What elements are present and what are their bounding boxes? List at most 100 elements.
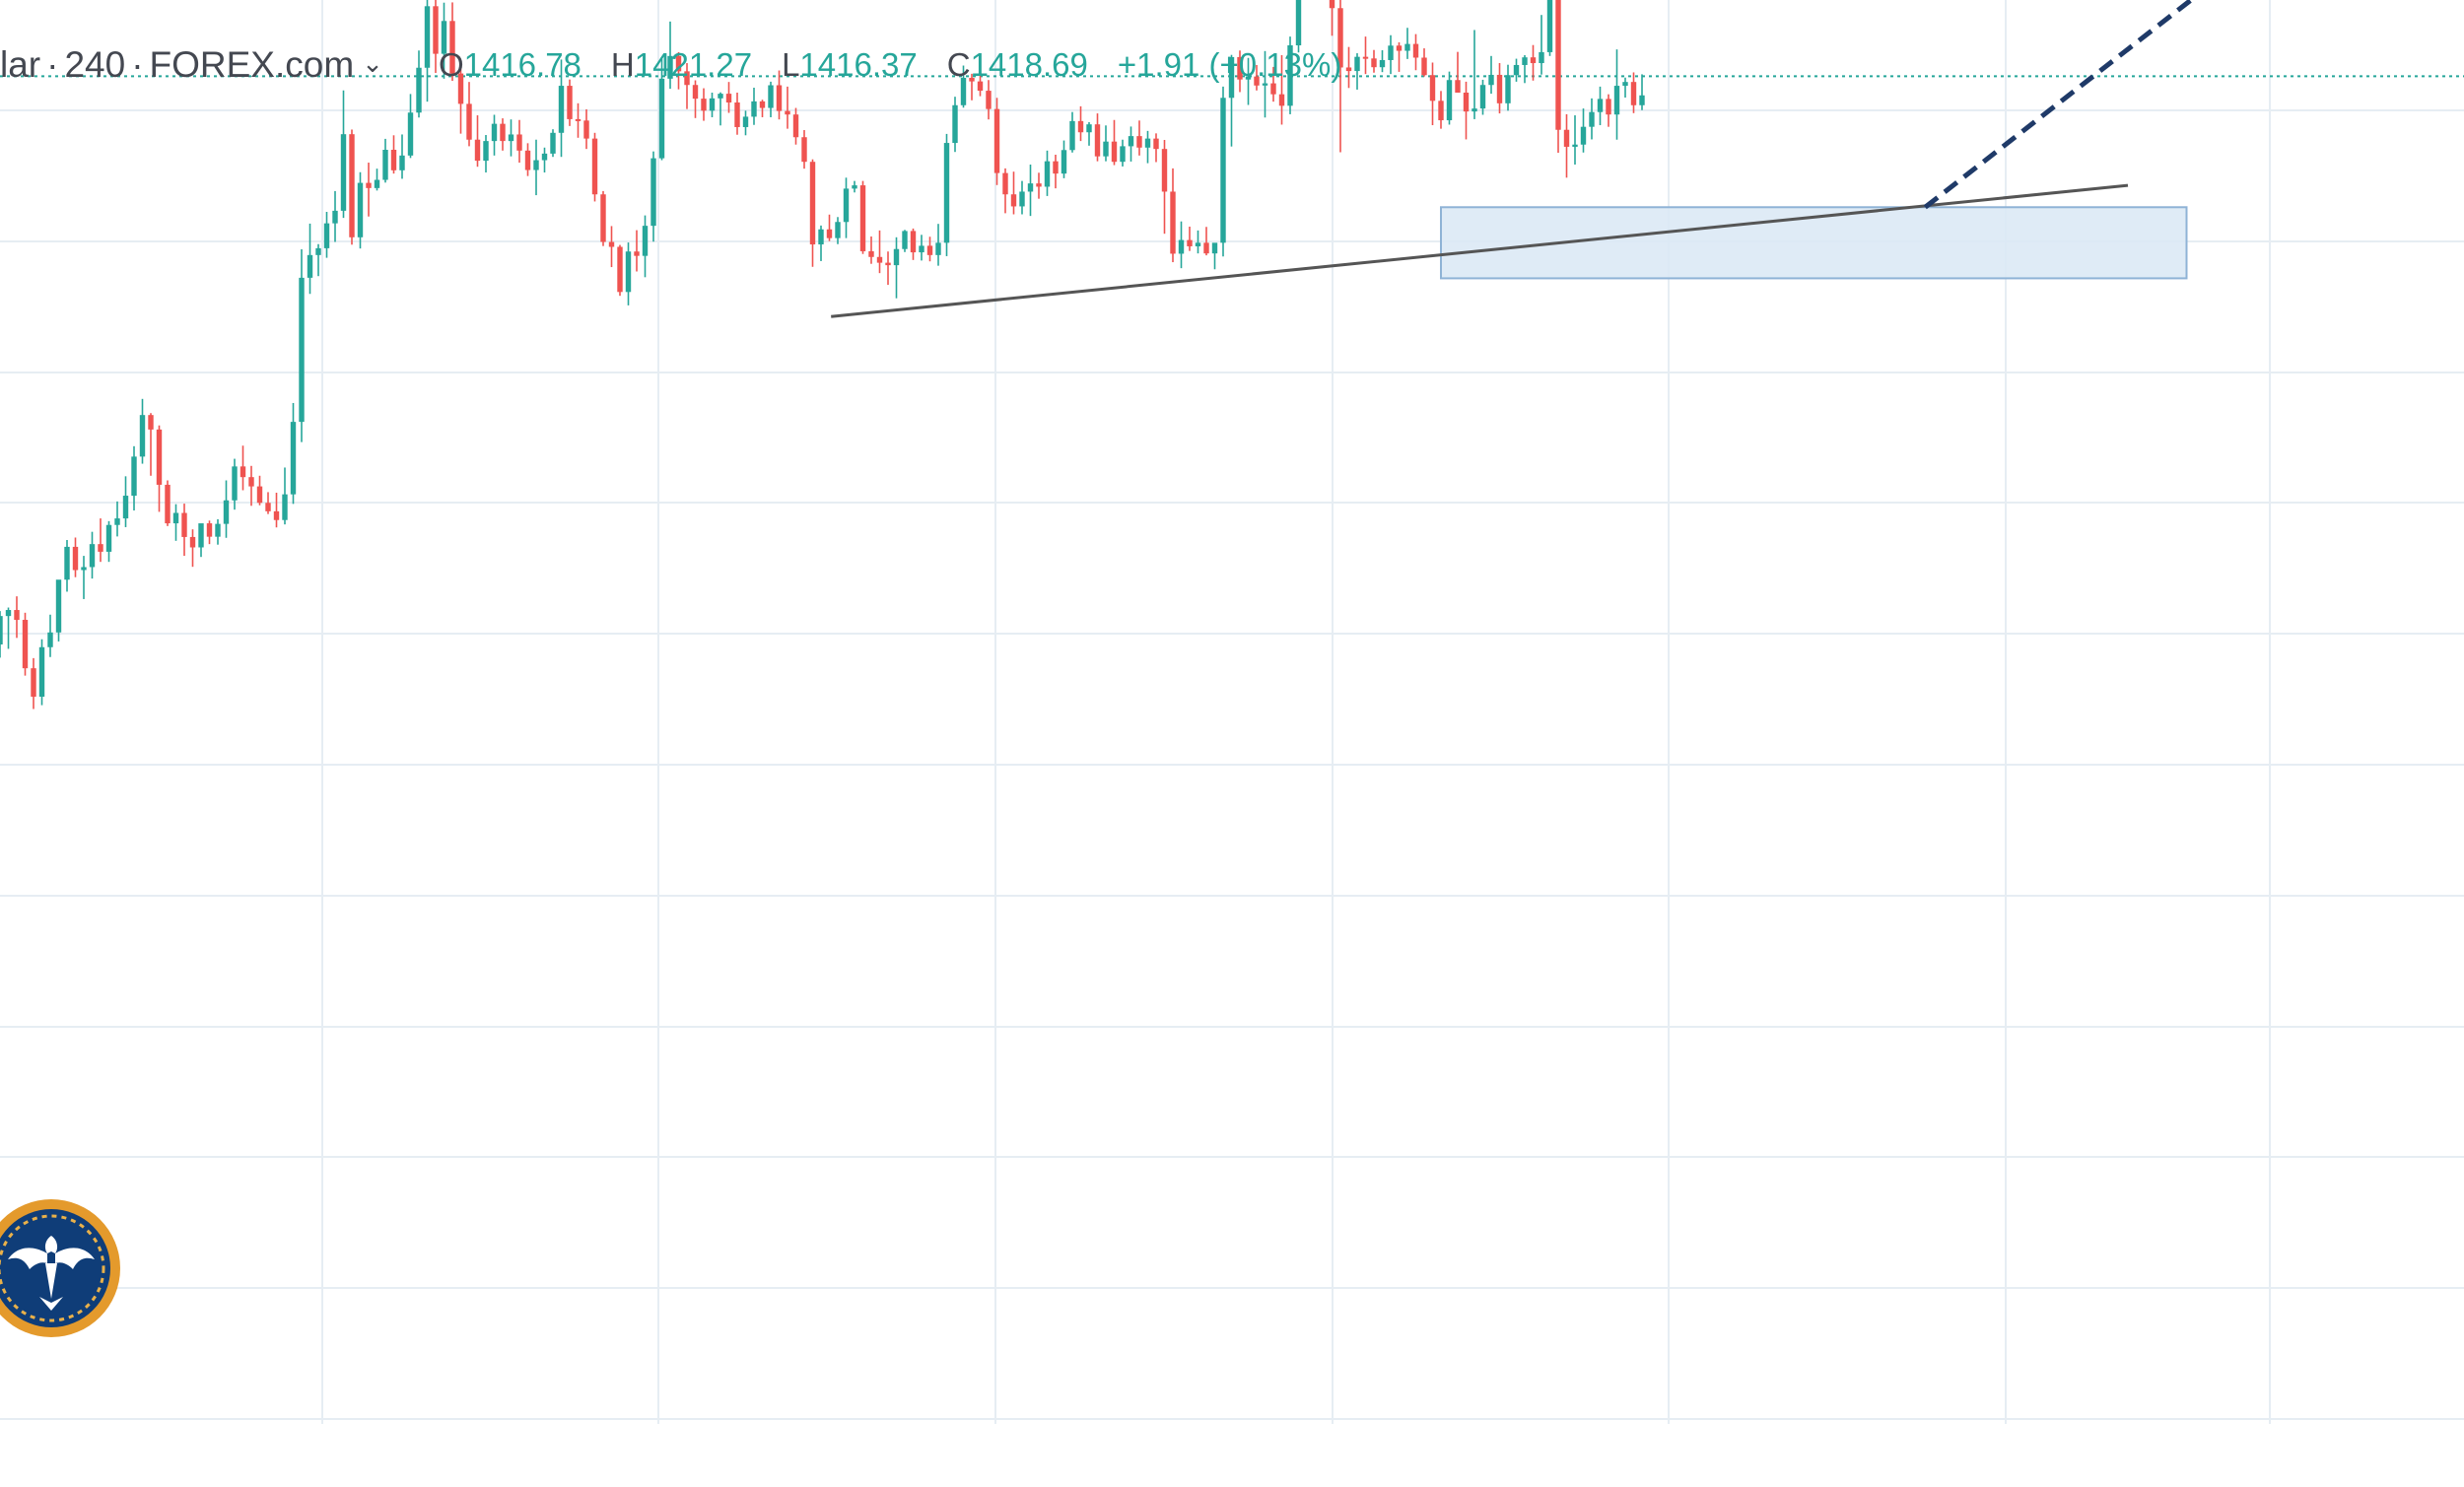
candle bbox=[148, 413, 154, 476]
candle-body bbox=[357, 182, 364, 237]
drawings[interactable] bbox=[831, 0, 2262, 318]
candle-body bbox=[1404, 43, 1410, 51]
candle-body bbox=[307, 254, 313, 278]
candle-body bbox=[1019, 191, 1025, 207]
candle bbox=[952, 97, 958, 153]
candle-body bbox=[1144, 138, 1151, 148]
interval-label[interactable]: 240 bbox=[64, 44, 126, 85]
candle-body bbox=[993, 108, 1000, 173]
candle bbox=[374, 169, 380, 191]
candle-body bbox=[1153, 138, 1159, 150]
candle-body bbox=[792, 114, 799, 138]
candle-body bbox=[47, 632, 53, 647]
candle-body bbox=[1270, 83, 1276, 95]
candle bbox=[809, 159, 816, 267]
candle bbox=[1203, 227, 1209, 256]
candle bbox=[366, 163, 372, 217]
candle-body bbox=[500, 123, 506, 142]
candle-body bbox=[457, 73, 464, 104]
candle bbox=[567, 79, 573, 126]
candle bbox=[433, 0, 439, 74]
candle bbox=[768, 81, 774, 117]
candle-body bbox=[181, 512, 187, 537]
symbol-name[interactable]: lar bbox=[0, 44, 41, 85]
candle bbox=[248, 465, 254, 507]
support-trendline[interactable] bbox=[831, 183, 2129, 318]
candle-body bbox=[1496, 74, 1503, 103]
candle-body bbox=[859, 185, 866, 251]
candle-body bbox=[1421, 57, 1427, 76]
candle-body bbox=[1412, 43, 1419, 58]
candle bbox=[935, 224, 941, 266]
candle-body bbox=[122, 496, 129, 519]
demand-zone-layer[interactable] bbox=[1440, 206, 2188, 280]
candle-body bbox=[1539, 51, 1544, 64]
projection-arrow-line[interactable] bbox=[1923, 0, 2262, 210]
candle bbox=[1463, 81, 1470, 140]
candle bbox=[1153, 133, 1159, 163]
candle-body bbox=[852, 185, 857, 189]
candle bbox=[751, 88, 757, 125]
candle-body bbox=[558, 86, 565, 133]
candles bbox=[0, 0, 1645, 710]
candle bbox=[1027, 164, 1034, 217]
candle bbox=[1111, 119, 1118, 166]
candle-body bbox=[885, 262, 891, 266]
candle-body bbox=[902, 231, 908, 249]
chart-legend[interactable]: lar · 240 · FOREX.com ⌄ O1416.78 H1421.2… bbox=[0, 39, 1341, 91]
candle-body bbox=[1438, 101, 1444, 121]
candle bbox=[1396, 41, 1403, 72]
candle-body bbox=[1061, 150, 1067, 174]
candle-body bbox=[675, 55, 682, 72]
candle-body bbox=[1103, 141, 1109, 157]
candle bbox=[1530, 44, 1537, 81]
candle-body bbox=[617, 246, 623, 293]
candle-body bbox=[650, 158, 656, 227]
candle-body bbox=[273, 510, 280, 520]
candle bbox=[1371, 49, 1377, 73]
data-source-label[interactable]: FOREX.com bbox=[149, 44, 355, 85]
candle bbox=[1262, 50, 1268, 118]
candle-body bbox=[835, 222, 841, 238]
candle-body bbox=[718, 94, 723, 99]
candle-body bbox=[1262, 83, 1268, 86]
candle-body bbox=[198, 523, 204, 548]
candle bbox=[1606, 94, 1611, 127]
candle-body bbox=[952, 104, 958, 144]
candle-body bbox=[776, 85, 783, 111]
candle bbox=[868, 236, 874, 264]
candle-body bbox=[583, 120, 589, 139]
high-value: H1421.27 bbox=[610, 46, 753, 83]
candle-body bbox=[206, 523, 213, 537]
candle bbox=[165, 480, 171, 526]
candle-body bbox=[868, 250, 874, 257]
candle bbox=[835, 217, 841, 244]
candle-body bbox=[1278, 94, 1285, 106]
candle-body bbox=[223, 500, 230, 524]
candle bbox=[38, 639, 45, 706]
candle-body bbox=[1396, 45, 1403, 51]
candle-body bbox=[390, 150, 397, 170]
candle bbox=[1446, 71, 1453, 125]
candle bbox=[893, 237, 900, 299]
candle bbox=[1077, 105, 1084, 142]
candle bbox=[105, 520, 112, 563]
candle bbox=[993, 98, 1000, 185]
candle bbox=[181, 504, 187, 557]
candle-body bbox=[1613, 86, 1620, 115]
candle bbox=[1237, 50, 1243, 93]
candle-body bbox=[89, 544, 96, 568]
candle-body bbox=[232, 466, 238, 501]
demand-zone-rectangle[interactable] bbox=[1440, 206, 2188, 280]
candle bbox=[1245, 57, 1252, 105]
candle-body bbox=[1546, 0, 1553, 52]
candle bbox=[533, 139, 539, 196]
candle bbox=[265, 492, 271, 514]
chevron-down-icon[interactable]: ⌄ bbox=[362, 47, 383, 78]
candle bbox=[156, 425, 163, 512]
candle bbox=[323, 211, 330, 258]
candle bbox=[55, 579, 62, 642]
candle-body bbox=[466, 103, 472, 140]
